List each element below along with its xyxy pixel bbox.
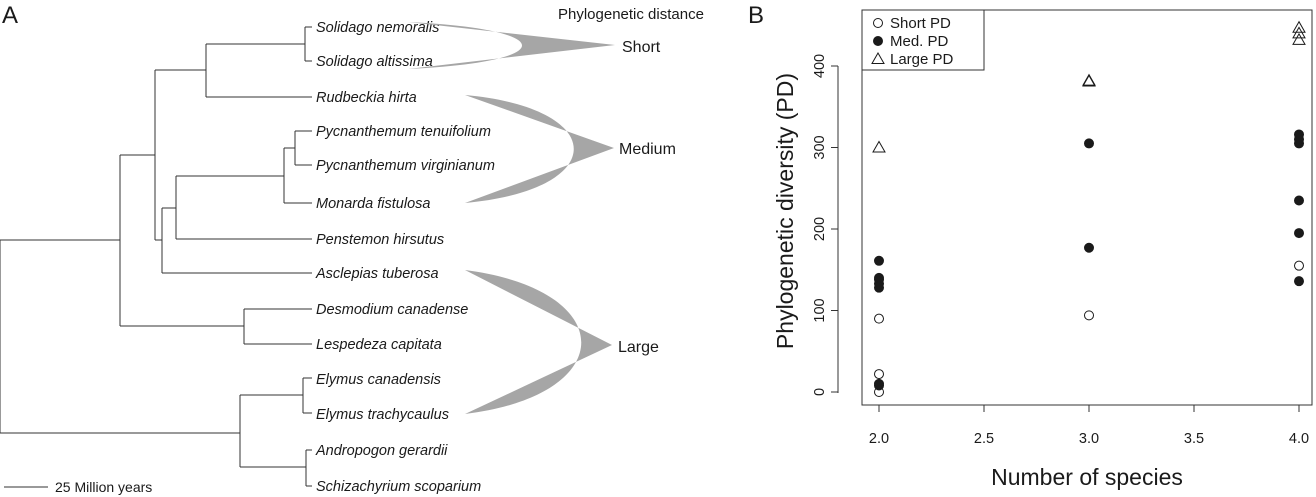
tree-branch — [154, 69, 206, 241]
species-label: Asclepias tuberosa — [315, 266, 439, 282]
wedge-medium — [465, 95, 614, 203]
point-med-pd — [1084, 138, 1094, 149]
wedge-heading: Phylogenetic distance — [558, 6, 704, 23]
legend-symbol — [873, 36, 883, 46]
panel-a-label: A — [2, 2, 18, 29]
species-label: Penstemon hirsutus — [316, 232, 444, 248]
legend-label: Large PD — [890, 51, 954, 68]
tree-branch — [304, 26, 312, 62]
x-tick-label: 3.5 — [1184, 431, 1204, 447]
data-points — [872, 20, 1306, 397]
species-label: Pycnanthemum tenuifolium — [316, 124, 491, 140]
point-med-pd — [1294, 228, 1304, 239]
species-label: Lespedeza capitata — [316, 337, 442, 353]
species-label: Monarda fistulosa — [316, 196, 430, 212]
y-tick-label: 100 — [812, 298, 828, 322]
point-short-pd — [1294, 260, 1304, 271]
point-large-pd — [1082, 73, 1096, 86]
wedge-short — [408, 22, 615, 69]
point-med-pd — [1294, 129, 1304, 140]
point-short-pd — [1084, 310, 1094, 321]
panel-b-label: B — [748, 2, 764, 29]
x-tick-label: 4.0 — [1289, 431, 1309, 447]
point-large-pd — [1292, 32, 1306, 45]
point-large-pd — [1292, 20, 1306, 33]
tree-branch — [161, 207, 312, 274]
species-label: Elymus trachycaulus — [316, 407, 449, 423]
species-label: Solidago nemoralis — [316, 20, 439, 36]
tree-branch — [294, 130, 312, 166]
point-med-pd — [874, 378, 884, 389]
y-tick-label: 0 — [812, 388, 828, 396]
point-med-pd — [874, 255, 884, 266]
x-tick-label: 3.0 — [1079, 431, 1099, 447]
species-label: Solidago altissima — [316, 54, 433, 70]
x-tick-label: 2.5 — [974, 431, 994, 447]
tree-branch — [119, 154, 244, 327]
point-med-pd — [1294, 195, 1304, 206]
species-label: Andropogon gerardii — [315, 443, 448, 459]
species-labels: Solidago nemoralis Solidago altissima Ru… — [315, 20, 495, 495]
point-med-pd — [874, 272, 884, 283]
point-med-pd — [1294, 276, 1304, 287]
y-tick-label: 300 — [812, 135, 828, 159]
scale-bar-label: 25 Million years — [55, 479, 152, 495]
distance-wedges: Short Medium Large — [408, 22, 676, 414]
x-ticks: 2.0 2.5 3.0 3.5 4.0 — [869, 405, 1309, 447]
phylogenetic-tree — [0, 26, 312, 487]
x-tick-label: 2.0 — [869, 431, 889, 447]
tree-branch — [283, 147, 312, 204]
species-label: Elymus canadensis — [316, 372, 441, 388]
wedge-large — [465, 270, 612, 414]
tree-branch — [205, 43, 312, 98]
legend-symbol — [873, 18, 883, 28]
species-label: Desmodium canadense — [316, 302, 468, 318]
tree-branch — [0, 239, 240, 434]
panel-a: A Phylogenetic distance Solidago nemoral… — [0, 2, 704, 495]
x-axis-title: Number of species — [991, 464, 1183, 490]
tree-branch — [175, 175, 312, 240]
species-label: Pycnanthemum virginianum — [316, 158, 495, 174]
point-large-pd — [872, 140, 886, 153]
y-tick-label: 200 — [812, 217, 828, 241]
wedge-label-large: Large — [618, 339, 659, 356]
point-med-pd — [1084, 242, 1094, 253]
point-short-pd — [874, 369, 884, 380]
tree-branch — [243, 308, 312, 345]
wedge-label-short: Short — [622, 39, 661, 56]
panel-b: B 2.0 2.5 3.0 3.5 4.0 0 100 200 300 400 Number o… — [748, 2, 1313, 490]
point-large-pd — [1082, 74, 1096, 87]
legend-label: Short PD — [890, 15, 951, 32]
tree-branch — [239, 394, 306, 468]
y-axis-title: Phylogenetic diversity (PD) — [772, 73, 798, 349]
legend-symbol — [871, 51, 885, 64]
species-label: Schizachyrium scoparium — [316, 479, 481, 495]
tree-branch — [302, 377, 312, 414]
y-tick-label: 400 — [812, 54, 828, 78]
point-short-pd — [874, 313, 884, 324]
y-ticks: 0 100 200 300 400 — [812, 54, 838, 396]
legend-label: Med. PD — [890, 33, 949, 50]
tree-branch — [305, 449, 312, 487]
species-label: Rudbeckia hirta — [316, 90, 417, 106]
wedge-label-medium: Medium — [619, 141, 676, 158]
